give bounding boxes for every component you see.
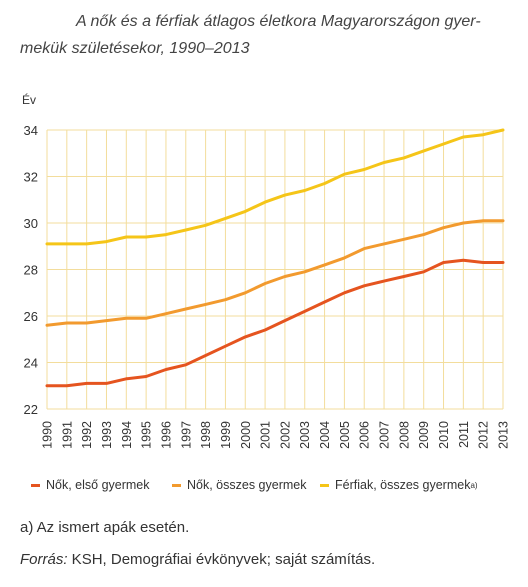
x-tick-label: 1991 [60, 421, 74, 449]
x-tick-label: 1992 [80, 421, 94, 449]
legend-item-first-child-women: Nők, első gyermek [31, 478, 150, 492]
x-tick-label: 2001 [259, 421, 273, 449]
series-line-2 [45, 128, 505, 246]
x-tick-label: 2000 [239, 421, 253, 449]
x-tick-label: 2012 [477, 421, 491, 449]
source-text: KSH, Demográfiai évkönyvek; saját számít… [67, 551, 376, 568]
x-tick-label: 1990 [41, 421, 55, 449]
y-axis-label: Év [22, 92, 36, 107]
x-tick-label: 1995 [140, 421, 154, 449]
x-tick-label: 2010 [437, 421, 451, 449]
series-line-1 [45, 219, 505, 327]
x-tick-label: 1996 [159, 421, 173, 449]
legend-swatch-all-children-women [172, 483, 181, 487]
legend-footnote-marker: a) [470, 480, 478, 490]
x-tick-label: 2011 [457, 421, 471, 448]
legend-swatch-first-child-women [31, 483, 40, 487]
x-tick-label: 1994 [120, 421, 134, 449]
series-line-0 [45, 258, 505, 388]
x-tick-label: 2009 [417, 421, 431, 449]
chart-title: A nők és a férfiak átlagos életkora Magy… [20, 8, 520, 62]
x-tick-label: 1999 [219, 421, 233, 449]
x-tick-label: 2002 [278, 421, 292, 449]
chart-title-line-1: A nők és a férfiak átlagos életkora Magy… [76, 13, 481, 30]
x-tick-label: 2008 [397, 421, 411, 449]
y-tick-label: 30 [24, 216, 38, 231]
legend-label-first-child-women: Nők, első gyermek [46, 478, 150, 492]
x-tick-label: 2006 [358, 421, 372, 449]
x-tick-label: 2003 [298, 421, 312, 449]
x-tick-label: 2007 [378, 421, 392, 449]
y-tick-label: 26 [24, 309, 38, 324]
legend-item-all-children-women: Nők, összes gyermek [172, 478, 306, 492]
legend-item-all-children-men: Férfiak, összes gyermek a) [320, 478, 478, 492]
source-line: Forrás: KSH, Demográfiai évkönyvek; sajá… [20, 551, 375, 568]
x-tick-label: 2004 [318, 421, 332, 449]
x-tick-label: 1998 [199, 421, 213, 449]
legend-label-all-children-men: Férfiak, összes gyermek [335, 478, 471, 492]
chart-title-line-2: mekük születésekor, 1990–2013 [20, 40, 250, 57]
legend-label-all-children-women: Nők, összes gyermek [187, 478, 307, 492]
line-chart: 22 24 26 28 30 32 34 Év 1990 1991 1992 1993 1994 1995… [22, 92, 511, 449]
y-tick-label: 32 [24, 170, 38, 185]
y-tick-label: 34 [24, 123, 38, 138]
y-tick-label: 22 [24, 402, 38, 417]
y-tick-label: 28 [24, 263, 38, 278]
source-label: Forrás: [20, 551, 68, 568]
x-tick-label: 1993 [100, 421, 114, 449]
y-tick-label: 24 [24, 356, 38, 371]
legend-swatch-all-children-men [320, 483, 329, 487]
x-tick-label: 2005 [338, 421, 352, 449]
footnote: a) Az ismert apák esetén. [20, 519, 190, 536]
x-tick-label: 2013 [497, 421, 511, 449]
x-tick-label: 1997 [179, 421, 193, 449]
